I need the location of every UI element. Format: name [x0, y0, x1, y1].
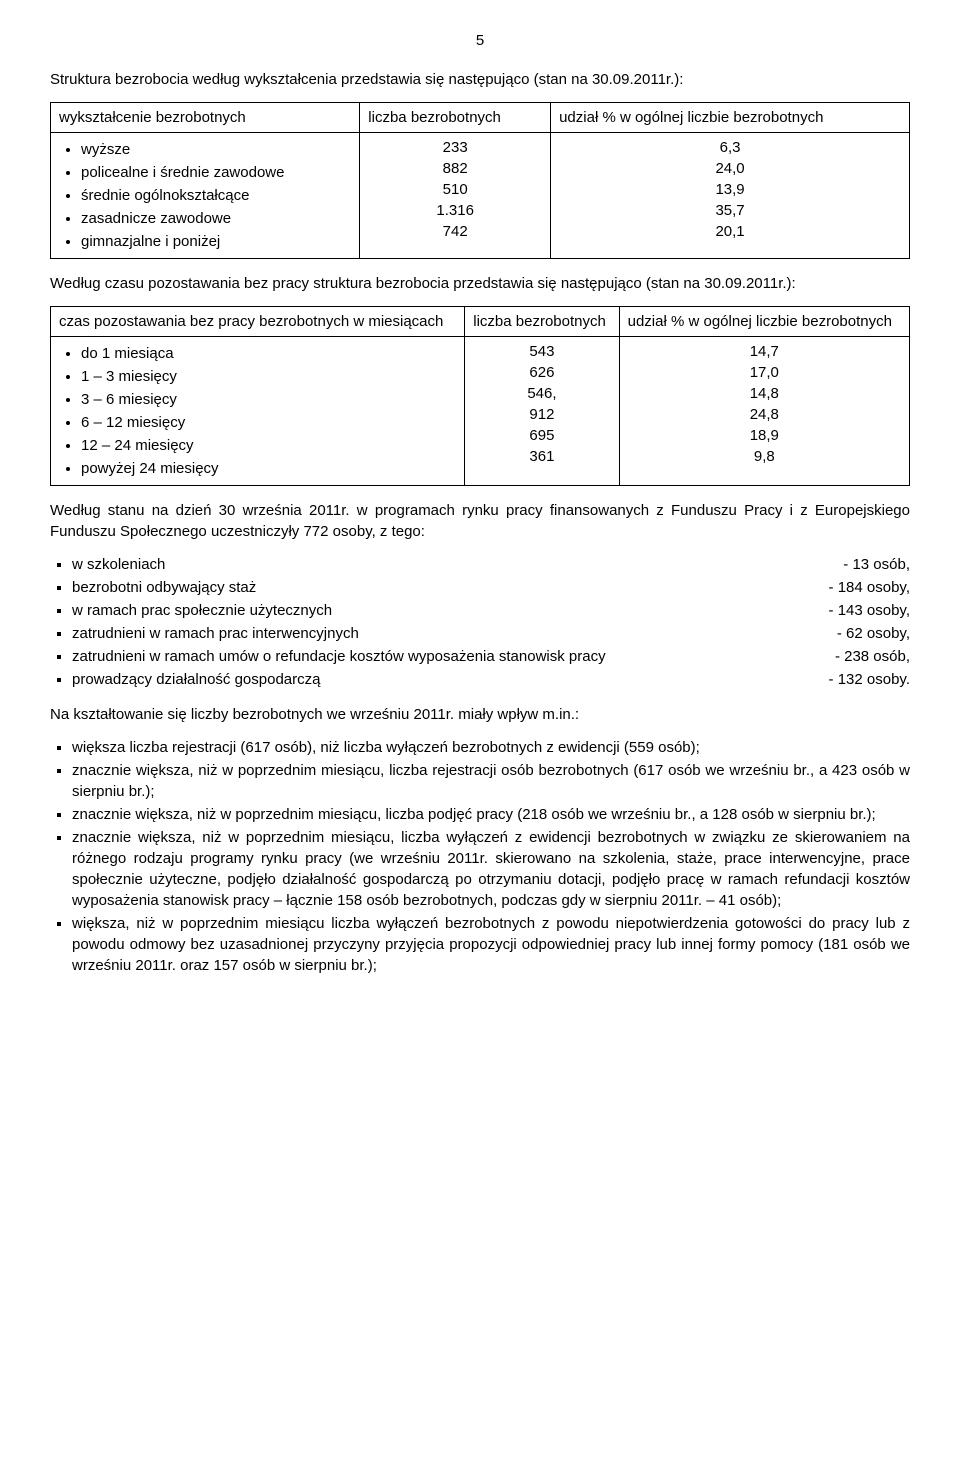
- programs-intro: Według stanu na dzień 30 września 2011r.…: [50, 500, 910, 542]
- stat-label: zatrudnieni w ramach prac interwencyjnyc…: [72, 623, 829, 644]
- table-row-label: 3 – 6 miesięcy: [81, 389, 456, 410]
- list-item: znacznie większa, niż w poprzednim miesi…: [72, 804, 910, 825]
- list-item: zatrudnieni w ramach prac interwencyjnyc…: [72, 623, 910, 644]
- table-time: czas pozostawania bez pracy bezrobotnych…: [50, 306, 910, 486]
- table-row-label: 6 – 12 miesięcy: [81, 412, 456, 433]
- document-page: 5 Struktura bezrobocia według wykształce…: [0, 0, 960, 1030]
- intro-structure-education: Struktura bezrobocia według wykształceni…: [50, 69, 910, 90]
- table-row-label: powyżej 24 miesięcy: [81, 458, 456, 479]
- table-header: liczba bezrobotnych: [360, 103, 551, 133]
- table-education: wykształcenie bezrobotnych liczba bezrob…: [50, 102, 910, 259]
- list-item: w szkoleniach- 13 osób,: [72, 554, 910, 575]
- table-row-label: 1 – 3 miesięcy: [81, 366, 456, 387]
- table-header: czas pozostawania bez pracy bezrobotnych…: [51, 307, 465, 337]
- table-cell: do 1 miesiąca1 – 3 miesięcy3 – 6 miesięc…: [51, 337, 465, 486]
- list-item: w ramach prac społecznie użytecznych- 14…: [72, 600, 910, 621]
- table-cell: 6,324,013,935,720,1: [551, 133, 910, 259]
- table-cell: 2338825101.316742: [360, 133, 551, 259]
- wplyw-intro: Na kształtowanie się liczby bezrobotnych…: [50, 704, 910, 725]
- table-row-label: zasadnicze zawodowe: [81, 208, 351, 229]
- table-row-label: policealne i średnie zawodowe: [81, 162, 351, 183]
- stat-label: zatrudnieni w ramach umów o refundacje k…: [72, 646, 827, 667]
- stat-value: - 184 osoby,: [821, 577, 910, 598]
- intro-structure-time: Według czasu pozostawania bez pracy stru…: [50, 273, 910, 294]
- page-number: 5: [50, 30, 910, 51]
- table-row-label: do 1 miesiąca: [81, 343, 456, 364]
- list-item: prowadzący działalność gospodarczą- 132 …: [72, 669, 910, 690]
- stat-value: - 132 osoby.: [821, 669, 910, 690]
- table-cell: wyższepolicealne i średnie zawodoweśredn…: [51, 133, 360, 259]
- table-row-label: średnie ogólnokształcące: [81, 185, 351, 206]
- stat-value: - 13 osób,: [835, 554, 910, 575]
- table-header: udział % w ogólnej liczbie bezrobotnych: [619, 307, 909, 337]
- stat-label: prowadzący działalność gospodarczą: [72, 669, 821, 690]
- table-cell: 543626546,912695361: [465, 337, 619, 486]
- list-item: znacznie większa, niż w poprzednim miesi…: [72, 827, 910, 911]
- stat-value: - 62 osoby,: [829, 623, 910, 644]
- list-item: większa liczba rejestracji (617 osób), n…: [72, 737, 910, 758]
- table-header: udział % w ogólnej liczbie bezrobotnych: [551, 103, 910, 133]
- table-header: liczba bezrobotnych: [465, 307, 619, 337]
- table-cell: 14,717,014,824,818,99,8: [619, 337, 909, 486]
- table-row-label: 12 – 24 miesięcy: [81, 435, 456, 456]
- wplyw-list: większa liczba rejestracji (617 osób), n…: [50, 737, 910, 976]
- stat-value: - 143 osoby,: [821, 600, 910, 621]
- list-item: bezrobotni odbywający staż- 184 osoby,: [72, 577, 910, 598]
- stat-label: w szkoleniach: [72, 554, 835, 575]
- stat-label: w ramach prac społecznie użytecznych: [72, 600, 821, 621]
- list-item: większa, niż w poprzednim miesiącu liczb…: [72, 913, 910, 976]
- stat-label: bezrobotni odbywający staż: [72, 577, 821, 598]
- programs-list: w szkoleniach- 13 osób,bezrobotni odbywa…: [50, 554, 910, 690]
- table-row-label: wyższe: [81, 139, 351, 160]
- table-row-label: gimnazjalne i poniżej: [81, 231, 351, 252]
- stat-value: - 238 osób,: [827, 646, 910, 667]
- list-item: znacznie większa, niż w poprzednim miesi…: [72, 760, 910, 802]
- list-item: zatrudnieni w ramach umów o refundacje k…: [72, 646, 910, 667]
- table-header: wykształcenie bezrobotnych: [51, 103, 360, 133]
